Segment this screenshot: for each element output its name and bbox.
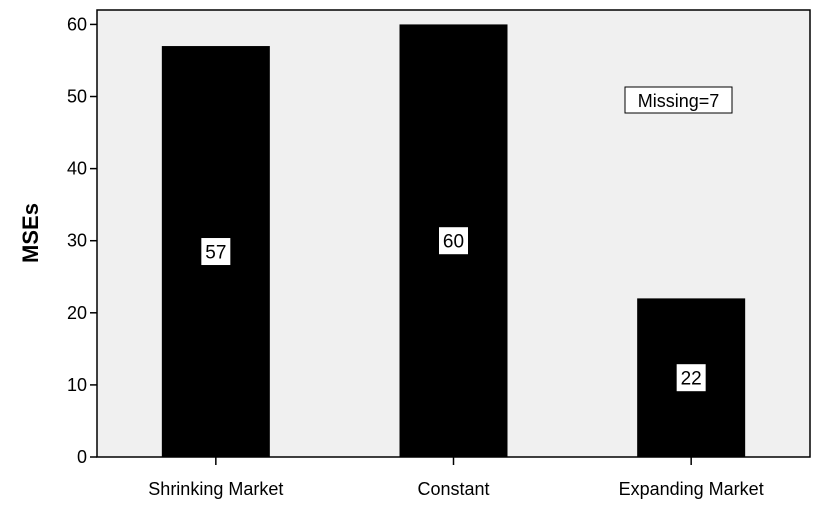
y-tick-label: 10 [67,375,87,395]
data-label-box [438,226,469,256]
data-label-box [675,363,707,393]
data-label-box [200,237,232,267]
y-tick-label: 40 [67,159,87,179]
x-tick-label: Constant [417,479,489,499]
y-tick-label: 60 [67,14,87,34]
x-tick-label: Shrinking Market [148,479,283,499]
data-label: 60 [443,232,464,253]
missing-annotation: Missing=7 [624,86,733,114]
data-labels: 57 60 22 [200,226,707,393]
data-label: 22 [681,369,702,390]
bars [161,24,746,458]
data-label: 57 [205,243,226,264]
missing-annotation-text: Missing=7 [638,91,720,111]
y-tick-label: 20 [67,303,87,323]
y-tick-label: 50 [67,87,87,107]
y-axis-label: MSEs [18,203,43,263]
missing-annotation-box [624,86,733,114]
axes: 0 10 20 30 40 50 60 Shrinking Market Constant Exp… [67,14,764,499]
y-tick-label: 0 [77,447,87,467]
y-tick-label: 30 [67,231,87,251]
x-tick-label: Expanding Market [619,479,764,499]
